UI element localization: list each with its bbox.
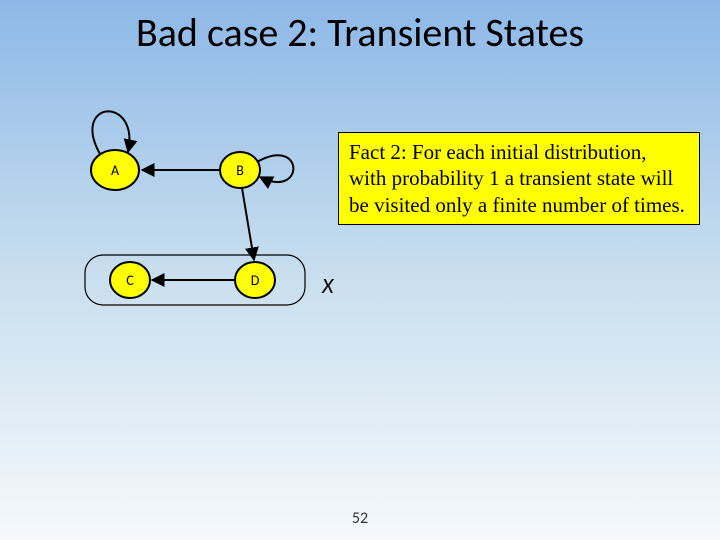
self-loop-A	[92, 111, 129, 154]
node-label-D: D	[251, 272, 260, 289]
fact-text: Fact 2: For each initial distribution, w…	[349, 140, 685, 217]
state-diagram: A B C D	[60, 90, 360, 320]
page-number: 52	[0, 509, 720, 528]
fact-box: Fact 2: For each initial distribution, w…	[338, 132, 700, 225]
node-label-C: C	[126, 272, 134, 289]
slide-title: Bad case 2: Transient States	[0, 8, 720, 57]
diagram-svg: A B C D	[60, 90, 360, 320]
x-label: X	[322, 272, 333, 299]
node-label-A: A	[111, 162, 120, 179]
node-label-B: B	[236, 162, 244, 179]
edge-B-D	[242, 188, 254, 260]
self-loop-B	[257, 155, 293, 182]
slide: Bad case 2: Transient States A B C D Fact 2…	[0, 0, 720, 540]
